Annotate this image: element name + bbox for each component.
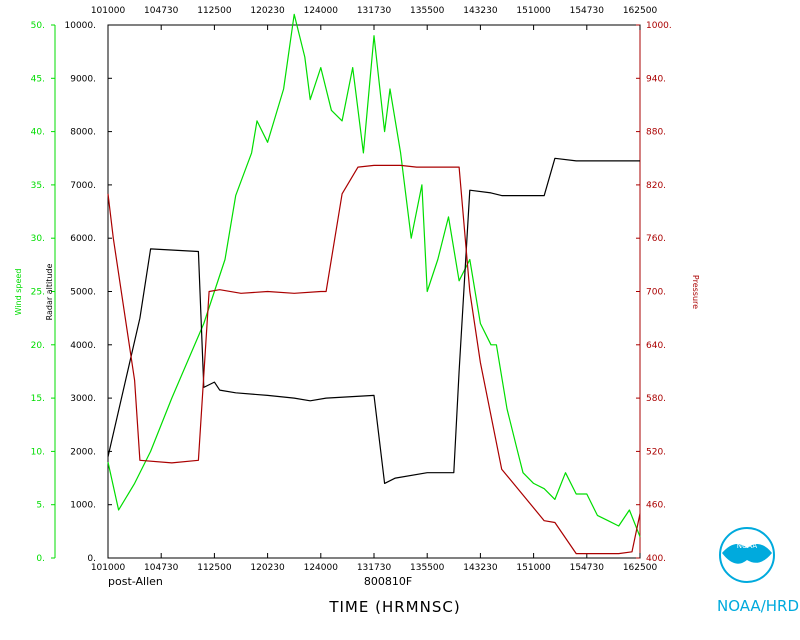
brand-label: NOAA/HRD (717, 597, 799, 615)
footer-center-label: 800810F (364, 575, 412, 588)
x-tick-label-top: 120230 (250, 6, 285, 16)
x-tick-label-bottom: 162500 (623, 563, 658, 573)
series-line-altitude (107, 157, 640, 484)
noaa-logo-ring (719, 527, 775, 583)
series-line-wind (107, 13, 641, 537)
x-tick-label-top: 143230 (463, 6, 498, 16)
altitude-tick-label: 1000. (70, 501, 96, 511)
noaa-logo-bird (722, 544, 772, 564)
pressure-tick-label: 400. (646, 554, 666, 564)
x-tick-label-top: 131730 (357, 6, 392, 16)
pressure-tick-label: 880. (646, 128, 666, 138)
wind-tick-label: 0. (36, 554, 45, 564)
x-tick-label-top: 124000 (304, 6, 339, 16)
x-tick-label-bottom: 143230 (463, 563, 498, 573)
wind-tick-label: 35. (31, 181, 45, 191)
x-tick-label-top: 101000 (91, 6, 126, 16)
pressure-tick-label: 1000. (646, 21, 672, 31)
wind-tick-label: 45. (31, 74, 45, 84)
x-axis-title: TIME (HRMNSC) (328, 598, 460, 616)
altitude-tick-label: 6000. (70, 234, 96, 244)
pressure-tick-label: 460. (646, 501, 666, 511)
series-line-pressure (107, 164, 641, 555)
footer-left-label: post-Allen (108, 575, 163, 588)
altitude-tick-label: 9000. (70, 74, 96, 84)
wind-tick-label: 5. (36, 501, 45, 511)
x-tick-label-top: 162500 (623, 6, 658, 16)
altitude-tick-label: 3000. (70, 394, 96, 404)
pressure-tick-label: 760. (646, 234, 666, 244)
altitude-tick-label: 7000. (70, 181, 96, 191)
altitude-tick-label: 4000. (70, 341, 96, 351)
wind-tick-label: 20. (31, 341, 45, 351)
pressure-tick-label: 700. (646, 288, 666, 298)
pressure-tick-label: 940. (646, 74, 666, 84)
noaa-logo-text: NOAA (737, 542, 758, 550)
wind-tick-label: 30. (31, 234, 45, 244)
x-tick-label-top: 135500 (410, 6, 445, 16)
noaa-logo: NOAA (719, 527, 775, 583)
x-tick-label-bottom: 151000 (516, 563, 551, 573)
pressure-tick-label: 520. (646, 447, 666, 457)
x-tick-label-bottom: 120230 (250, 563, 285, 573)
wind-tick-label: 40. (31, 128, 45, 138)
x-tick-label-bottom: 154730 (570, 563, 605, 573)
x-tick-label-bottom: 131730 (357, 563, 392, 573)
wind-tick-label: 50. (31, 21, 45, 31)
wind-tick-label: 10. (31, 447, 45, 457)
x-tick-label-bottom: 135500 (410, 563, 445, 573)
x-tick-label-bottom: 101000 (91, 563, 126, 573)
altitude-tick-label: 2000. (70, 447, 96, 457)
y-axis-title-wind: Wind speed (14, 269, 23, 316)
pressure-tick-label: 820. (646, 181, 666, 191)
x-tick-label-top: 154730 (570, 6, 605, 16)
x-tick-label-top: 151000 (516, 6, 551, 16)
pressure-tick-label: 640. (646, 341, 666, 351)
pressure-tick-label: 580. (646, 394, 666, 404)
altitude-tick-label: 5000. (70, 288, 96, 298)
x-tick-label-bottom: 104730 (144, 563, 179, 573)
x-tick-label-top: 112500 (197, 6, 232, 16)
y-axis-title-altitude: Radar altitude (45, 264, 54, 321)
altitude-tick-label: 8000. (70, 128, 96, 138)
wind-tick-label: 15. (31, 394, 45, 404)
altitude-tick-label: 0. (87, 554, 96, 564)
x-tick-label-bottom: 112500 (197, 563, 232, 573)
plot-frame (107, 24, 641, 559)
wind-tick-label: 25. (31, 288, 45, 298)
x-tick-label-top: 104730 (144, 6, 179, 16)
altitude-tick-label: 10000. (65, 21, 97, 31)
y-axis-title-pressure: Pressure (691, 275, 700, 309)
x-tick-label-bottom: 124000 (304, 563, 339, 573)
